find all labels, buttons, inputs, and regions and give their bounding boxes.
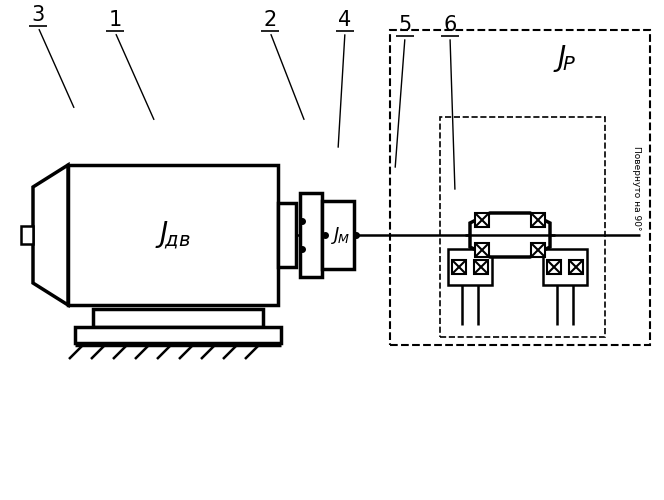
Text: 6: 6: [444, 15, 457, 35]
Bar: [390, 30, 650, 345]
Bar: [547, 260, 561, 274]
Bar: [440, 117, 605, 337]
Bar: [93, 309, 263, 327]
Bar: [278, 203, 296, 267]
Bar: [475, 213, 489, 227]
Bar: [322, 201, 354, 269]
Text: $J_{\!M}$: $J_{\!M}$: [331, 224, 349, 246]
Bar: [68, 165, 278, 305]
Text: 5: 5: [398, 15, 412, 35]
Bar: [474, 260, 488, 274]
Text: Повернуто на 90°: Повернуто на 90°: [631, 146, 641, 230]
Text: $J_{\!\mathit{дв}}$: $J_{\!\mathit{дв}}$: [155, 219, 191, 251]
Text: 4: 4: [339, 10, 352, 30]
Bar: [569, 260, 583, 274]
Bar: [75, 327, 281, 343]
Text: 1: 1: [108, 10, 122, 30]
Bar: [448, 249, 492, 285]
Polygon shape: [470, 213, 550, 257]
Text: $J_{\!P}$: $J_{\!P}$: [553, 42, 576, 74]
Bar: [475, 243, 489, 257]
Bar: [21, 226, 33, 244]
Text: 3: 3: [31, 5, 44, 25]
Bar: [531, 213, 545, 227]
Text: 2: 2: [264, 10, 277, 30]
Bar: [543, 249, 587, 285]
Polygon shape: [33, 165, 68, 305]
Bar: [300, 193, 322, 277]
Bar: [452, 260, 466, 274]
Bar: [531, 243, 545, 257]
